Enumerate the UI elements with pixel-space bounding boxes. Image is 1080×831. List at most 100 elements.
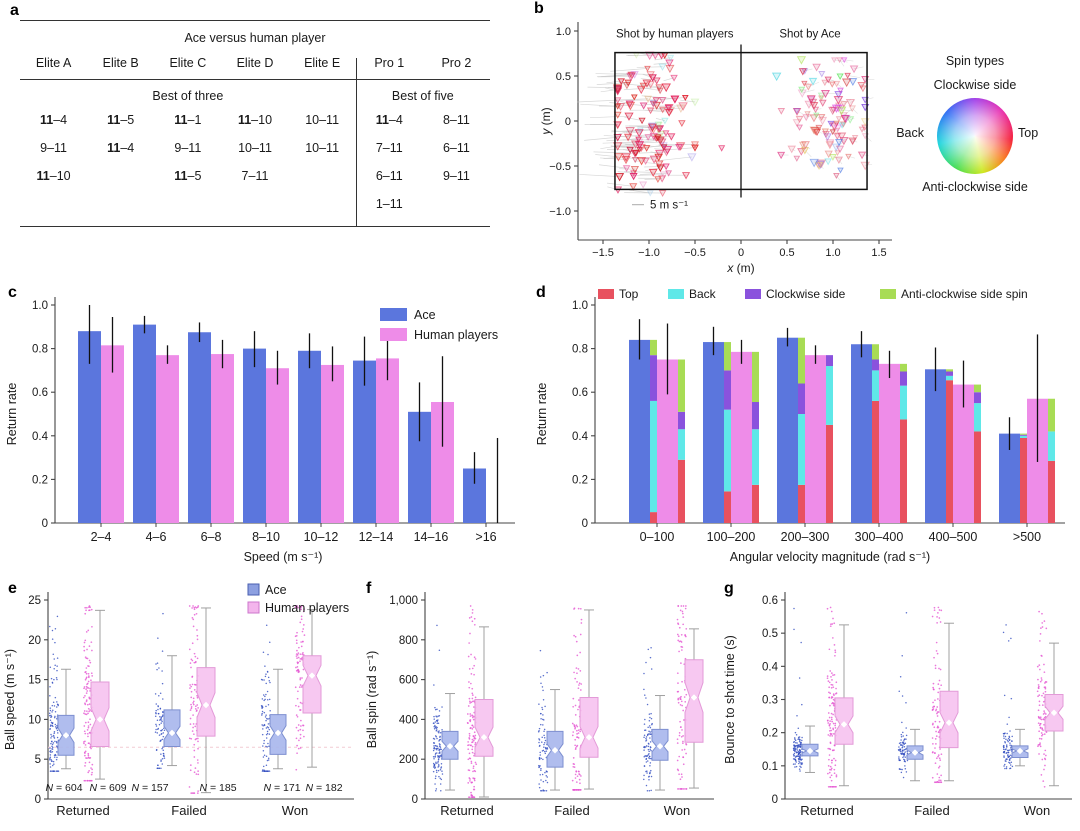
svg-text:Return rate: Return rate xyxy=(535,383,549,446)
column-header: Elite D xyxy=(236,56,274,70)
svg-text:Clockwise side: Clockwise side xyxy=(766,287,846,301)
svg-text:Ball speed (m s⁻¹): Ball speed (m s⁻¹) xyxy=(3,649,17,750)
column-header: Elite C xyxy=(169,56,207,70)
score-cell xyxy=(423,197,490,211)
legend: Top Back Clockwise side Anti-clockwise side… xyxy=(598,287,1028,301)
score-cell: 11–5 xyxy=(174,169,202,183)
data-points xyxy=(432,605,688,799)
svg-text:0: 0 xyxy=(582,518,588,530)
score-cell: 9–11 xyxy=(40,141,68,155)
column-header: Elite B xyxy=(102,56,139,70)
error-bars xyxy=(88,305,499,523)
svg-text:12–14: 12–14 xyxy=(359,530,394,544)
svg-text:0.2: 0.2 xyxy=(32,474,48,486)
panel-g-bounce-time-boxplot: 0 0.1 0.2 0.3 0.4 0.5 0.6 Bounce to shot time (… xyxy=(723,592,1072,818)
svg-text:0.8: 0.8 xyxy=(32,344,48,356)
table-row: 1–11 xyxy=(20,190,490,218)
svg-text:Return rate: Return rate xyxy=(5,383,19,446)
svg-text:200: 200 xyxy=(399,754,418,766)
svg-text:5 m s⁻¹: 5 m s⁻¹ xyxy=(650,200,688,212)
svg-text:N = 171: N = 171 xyxy=(263,782,300,794)
spin-label-clockwise-side: Clockwise side xyxy=(933,78,1017,92)
svg-text:1.0: 1.0 xyxy=(556,26,571,38)
svg-text:5: 5 xyxy=(35,754,41,766)
score-cell: 11–10 xyxy=(36,169,71,183)
score-cell: 9–11 xyxy=(442,169,470,183)
panel-e-ball-speed-boxplot: 0 5 10 15 20 25 Ball speed (m s⁻¹) Returned Fail… xyxy=(3,583,354,818)
svg-text:0–100: 0–100 xyxy=(640,530,675,544)
svg-text:0.6: 0.6 xyxy=(572,387,588,399)
score-cell xyxy=(87,169,154,183)
svg-text:400: 400 xyxy=(399,714,418,726)
data-points xyxy=(792,606,1048,788)
panel-f-letter: f xyxy=(366,580,372,597)
panel-d-letter: d xyxy=(536,284,546,301)
spin-types-legend: Spin types Clockwise side Back Top Anti-… xyxy=(890,52,1060,212)
score-cell xyxy=(221,197,288,211)
svg-text:800: 800 xyxy=(399,635,418,647)
svg-text:y (m): y (m) xyxy=(539,107,553,135)
svg-text:0.5: 0.5 xyxy=(556,71,571,83)
svg-text:0: 0 xyxy=(565,116,571,128)
score-cell: 6–11 xyxy=(375,169,403,183)
svg-text:1.0: 1.0 xyxy=(572,300,588,312)
svg-text:Ball spin (rad s⁻¹): Ball spin (rad s⁻¹) xyxy=(365,651,379,749)
svg-text:Back: Back xyxy=(689,287,717,301)
score-cell: 9–11 xyxy=(174,141,202,155)
svg-text:Shot by Ace: Shot by Ace xyxy=(779,28,840,40)
score-cell: 11–4 xyxy=(40,113,68,127)
spin-types-title: Spin types xyxy=(945,54,1005,68)
svg-text:−1.0: −1.0 xyxy=(549,206,571,218)
svg-text:4–6: 4–6 xyxy=(146,530,167,544)
score-cell: 8–11 xyxy=(442,113,470,127)
svg-text:Won: Won xyxy=(282,803,309,818)
svg-text:1.0: 1.0 xyxy=(32,300,48,312)
table-group-headers: Best of three Best of five xyxy=(20,80,490,106)
svg-text:200–300: 200–300 xyxy=(781,530,830,544)
svg-text:0: 0 xyxy=(772,794,778,806)
svg-text:0.6: 0.6 xyxy=(32,387,48,399)
score-cell: 11–1 xyxy=(174,113,202,127)
svg-text:2–4: 2–4 xyxy=(91,530,112,544)
svg-text:>16: >16 xyxy=(475,530,496,544)
svg-text:Returned: Returned xyxy=(800,803,853,818)
svg-text:Failed: Failed xyxy=(914,803,949,818)
svg-text:1,000: 1,000 xyxy=(389,595,418,607)
group-header: Best of five xyxy=(391,89,454,103)
score-cell: 10–11 xyxy=(238,141,272,155)
svg-text:−0.5: −0.5 xyxy=(549,161,571,173)
column-header: Elite A xyxy=(35,56,72,70)
score-cell xyxy=(87,197,154,211)
svg-text:15: 15 xyxy=(28,675,41,687)
svg-text:300–400: 300–400 xyxy=(855,530,904,544)
spin-label-top: Top xyxy=(1018,126,1039,140)
data-points xyxy=(48,605,306,794)
svg-text:0: 0 xyxy=(42,518,48,530)
svg-text:0: 0 xyxy=(35,794,41,806)
score-cell xyxy=(20,197,87,211)
svg-text:1.5: 1.5 xyxy=(871,247,886,259)
table-title: Ace versus human player xyxy=(184,31,326,45)
svg-text:0: 0 xyxy=(738,247,744,259)
score-cell: 7–11 xyxy=(375,141,403,155)
svg-text:Speed (m s⁻¹): Speed (m s⁻¹) xyxy=(244,550,323,564)
svg-text:Human players: Human players xyxy=(265,601,349,615)
svg-text:0.4: 0.4 xyxy=(762,661,779,673)
score-cell: 11–4 xyxy=(107,141,135,155)
svg-text:Won: Won xyxy=(664,803,691,818)
panel-a-letter: a xyxy=(10,2,19,19)
table-column-headers: Elite A Elite B Elite C Elite D Elite E Pro 1… xyxy=(20,56,490,80)
svg-text:0: 0 xyxy=(412,794,418,806)
axes: 0 200 400 600 800 1,000 Ball spin (rad s⁻¹) xyxy=(365,592,714,806)
score-cell: 11–4 xyxy=(375,113,403,127)
table-row: 9–11 11–4 9–11 10–11 10–11 7–11 6–11 xyxy=(20,134,490,162)
svg-text:Human players: Human players xyxy=(414,328,498,342)
svg-text:0.4: 0.4 xyxy=(572,431,589,443)
column-header: Elite E xyxy=(304,56,341,70)
table-vertical-divider xyxy=(355,58,357,226)
svg-text:Failed: Failed xyxy=(554,803,589,818)
svg-text:0.5: 0.5 xyxy=(779,247,794,259)
svg-text:Failed: Failed xyxy=(171,803,206,818)
svg-text:20: 20 xyxy=(28,635,41,647)
